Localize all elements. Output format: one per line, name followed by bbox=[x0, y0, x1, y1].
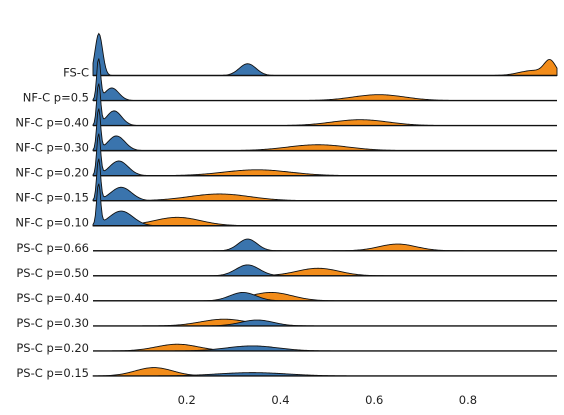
density-orange-ps-c-p-0-15 bbox=[92, 367, 557, 377]
row-label: NF-C p=0.20 bbox=[15, 166, 89, 180]
row-label: PS-C p=0.40 bbox=[16, 291, 89, 305]
density-orange-ps-c-p-0-50 bbox=[93, 267, 557, 277]
ridge-row-nf-c-p-0-5: NF-C p=0.5 bbox=[23, 58, 557, 105]
ridge-row-ps-c-p-0-30: PS-C p=0.30 bbox=[16, 316, 557, 330]
row-label: PS-C p=0.50 bbox=[16, 266, 89, 280]
density-blue-nf-c-p-0-40 bbox=[92, 83, 557, 127]
row-label: NF-C p=0.10 bbox=[15, 216, 89, 230]
row-label: FS-C bbox=[63, 66, 89, 80]
ridge-rows: FS-C NF-C p=0.5 NF-C p=0.40 NF-C p=0.30 NF-C… bbox=[15, 32, 558, 380]
row-label: NF-C p=0.30 bbox=[15, 141, 89, 155]
density-orange-nf-c-p-0-40 bbox=[93, 119, 557, 127]
density-blue-ps-c-p-0-30 bbox=[93, 319, 557, 327]
density-orange-ps-c-p-0-30 bbox=[93, 318, 557, 327]
ridge-row-fs-c: FS-C bbox=[63, 32, 558, 80]
ridge-row-ps-c-p-0-40: PS-C p=0.40 bbox=[16, 291, 557, 305]
ridge-row-ps-c-p-0-20: PS-C p=0.20 bbox=[16, 341, 557, 355]
density-orange-ps-c-p-0-66 bbox=[93, 243, 557, 252]
ridge-row-ps-c-p-0-50: PS-C p=0.50 bbox=[16, 264, 557, 280]
density-orange-nf-c-p-0-5 bbox=[93, 94, 557, 101]
ridge-row-ps-c-p-0-66: PS-C p=0.66 bbox=[16, 238, 557, 255]
x-tick-label: 0.8 bbox=[459, 393, 477, 407]
row-label: NF-C p=0.15 bbox=[15, 191, 89, 205]
density-blue-fs-c bbox=[92, 32, 557, 76]
x-tick-label: 0.2 bbox=[178, 393, 196, 407]
row-label: PS-C p=0.66 bbox=[16, 241, 89, 255]
density-orange-ps-c-p-0-20 bbox=[93, 343, 557, 352]
density-blue-nf-c-p-0-20 bbox=[92, 133, 557, 177]
density-orange-nf-c-p-0-30 bbox=[93, 144, 557, 152]
density-orange-fs-c bbox=[93, 59, 558, 76]
ridge-row-nf-c-p-0-15: NF-C p=0.15 bbox=[15, 158, 557, 205]
density-blue-nf-c-p-0-30 bbox=[92, 108, 557, 152]
ridge-row-nf-c-p-0-20: NF-C p=0.20 bbox=[15, 133, 557, 180]
density-orange-ps-c-p-0-40 bbox=[93, 292, 557, 302]
x-axis-ticks: 0.2 0.4 0.6 0.8 bbox=[178, 393, 478, 407]
row-label: PS-C p=0.30 bbox=[16, 316, 89, 330]
x-tick-label: 0.4 bbox=[271, 393, 289, 407]
row-label: NF-C p=0.40 bbox=[15, 116, 89, 130]
row-label: NF-C p=0.5 bbox=[23, 91, 89, 105]
density-orange-nf-c-p-0-15 bbox=[93, 193, 557, 202]
row-label: PS-C p=0.15 bbox=[16, 366, 89, 380]
density-blue-nf-c-p-0-15 bbox=[92, 158, 557, 202]
ridge-row-nf-c-p-0-40: NF-C p=0.40 bbox=[15, 83, 557, 130]
x-tick-label: 0.6 bbox=[365, 393, 383, 407]
density-orange-nf-c-p-0-10 bbox=[92, 216, 557, 227]
density-blue-nf-c-p-0-5 bbox=[92, 58, 557, 101]
row-label: PS-C p=0.20 bbox=[16, 341, 89, 355]
ridge-row-ps-c-p-0-15: PS-C p=0.15 bbox=[16, 366, 557, 380]
ridge-row-nf-c-p-0-30: NF-C p=0.30 bbox=[15, 108, 557, 155]
density-blue-ps-c-p-0-66 bbox=[93, 238, 557, 252]
density-blue-ps-c-p-0-40 bbox=[93, 292, 557, 302]
ridge-row-nf-c-p-0-10: NF-C p=0.10 bbox=[15, 183, 557, 230]
density-orange-nf-c-p-0-20 bbox=[93, 169, 557, 177]
